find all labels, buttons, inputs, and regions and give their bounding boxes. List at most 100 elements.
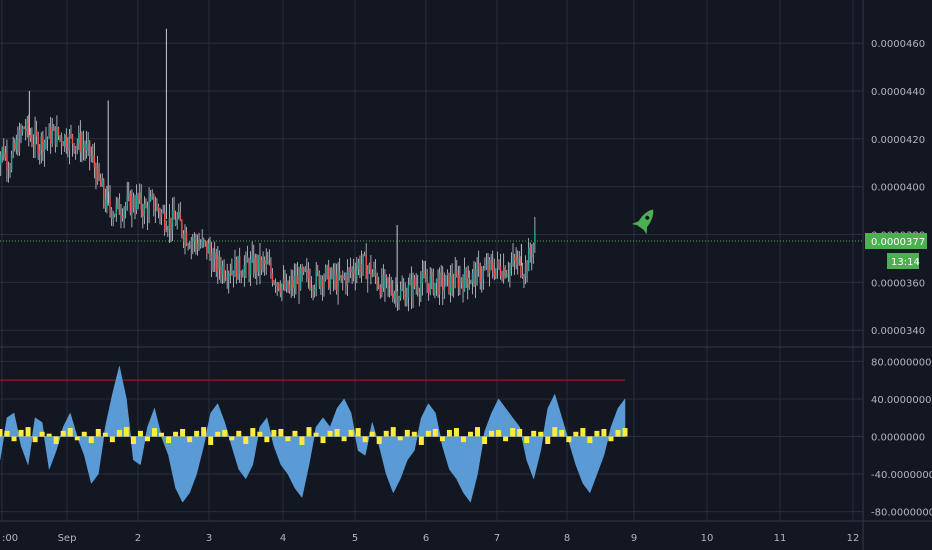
candle-body [477, 263, 480, 266]
oscillator-histogram-bar [39, 431, 45, 437]
candle-body [362, 254, 364, 265]
candle-body [96, 165, 99, 183]
oscillator-histogram-bar [67, 428, 73, 437]
candle-body [457, 274, 460, 289]
candle-body [62, 143, 64, 147]
candle-body [527, 247, 530, 272]
candle-body [345, 276, 347, 286]
candle-body [154, 210, 157, 212]
candle-body [220, 268, 222, 275]
candle-body [142, 209, 144, 217]
candle-body [431, 271, 433, 277]
oscillator-area-series [0, 366, 626, 503]
candle-body [460, 278, 463, 283]
oscillator-histogram-bar [390, 427, 396, 437]
candle-body [468, 284, 470, 288]
candle-body [293, 276, 296, 288]
candle-body [267, 260, 269, 264]
time-tick-label: 10 [701, 533, 714, 544]
oscillator-histogram-bar [180, 428, 186, 437]
candle-body [496, 260, 499, 269]
candle-body [445, 275, 447, 287]
oscillator-histogram-bar [489, 430, 495, 437]
candle-body [438, 272, 441, 295]
candle-body [109, 197, 111, 210]
oscillator-histogram-bar [475, 427, 481, 437]
candle-body [196, 243, 199, 250]
candle-body [223, 265, 225, 278]
time-tick-label: 12 [847, 533, 860, 544]
oscillator-axis[interactable]: 80.0000000 40.0000000 0.0000000 -40.0000000… [871, 357, 932, 518]
candle-body [257, 254, 260, 272]
candle-body [188, 245, 191, 248]
candle-body [34, 129, 36, 146]
candle-body [410, 279, 413, 297]
candle-body [212, 258, 214, 271]
candle-body [407, 284, 410, 298]
rocket-icon[interactable] [631, 204, 661, 235]
candle-body [281, 284, 283, 293]
candle-body [335, 274, 338, 291]
candle-body [263, 260, 266, 265]
price-pane[interactable] [0, 28, 536, 312]
candle-body [459, 278, 461, 289]
candle-body [307, 269, 310, 280]
candle-body [162, 211, 164, 213]
oscillator-histogram-bar [123, 427, 129, 437]
candle-body [343, 276, 346, 279]
candle-body [81, 144, 83, 153]
time-axis[interactable]: :00 Sep 2 3 4 5 6 7 8 9 10 11 12 [2, 533, 859, 544]
candle-body [7, 167, 10, 169]
candle-body [443, 286, 445, 291]
candle-body [10, 154, 13, 170]
time-tick-label: Sep [58, 533, 77, 544]
time-tick-label: 11 [774, 533, 787, 544]
oscillator-histogram-bar [236, 430, 242, 437]
candle-body [46, 138, 49, 140]
candle-body [17, 139, 19, 153]
candle-body [93, 155, 96, 168]
candle-body [309, 279, 311, 289]
candle-body [221, 265, 224, 275]
candle-body [190, 241, 192, 248]
oscillator-histogram-bar [187, 436, 193, 443]
candle-body [121, 216, 124, 218]
oscillator-histogram-bar [130, 436, 136, 445]
candle-body [112, 216, 114, 219]
oscillator-pane[interactable] [0, 366, 628, 503]
candle-body [506, 274, 508, 277]
candle-body [493, 271, 495, 277]
candle-body [143, 203, 146, 217]
grid [0, 0, 863, 521]
candle-body [134, 207, 136, 211]
oscillator-histogram-bar [587, 436, 593, 444]
candle-body [482, 269, 485, 279]
candle-body [237, 255, 239, 280]
price-tick-label: 0.0000400 [871, 183, 925, 194]
candle-body [129, 193, 132, 214]
candle-body [28, 120, 30, 135]
candle-body [253, 254, 255, 274]
candle-body [45, 139, 47, 142]
candle-body [29, 134, 32, 139]
candle-body [217, 255, 219, 272]
candle-body [413, 278, 416, 286]
candle-body [262, 259, 264, 261]
oscillator-histogram-bar [0, 428, 3, 437]
candle-body [498, 260, 500, 266]
candle-body [163, 211, 166, 230]
oscillator-histogram-bar [18, 429, 24, 437]
candle-body [24, 128, 27, 132]
candle-body [234, 259, 236, 277]
candle-body [426, 282, 428, 284]
candle-body [209, 243, 211, 253]
candle-body [318, 272, 321, 287]
candle-body [140, 192, 142, 210]
candle-body [153, 194, 155, 212]
candle-body [173, 209, 175, 220]
candle-body [146, 207, 149, 217]
oscillator-histogram-bar [278, 428, 284, 437]
candle-body [365, 254, 367, 279]
candle-body [260, 259, 263, 271]
